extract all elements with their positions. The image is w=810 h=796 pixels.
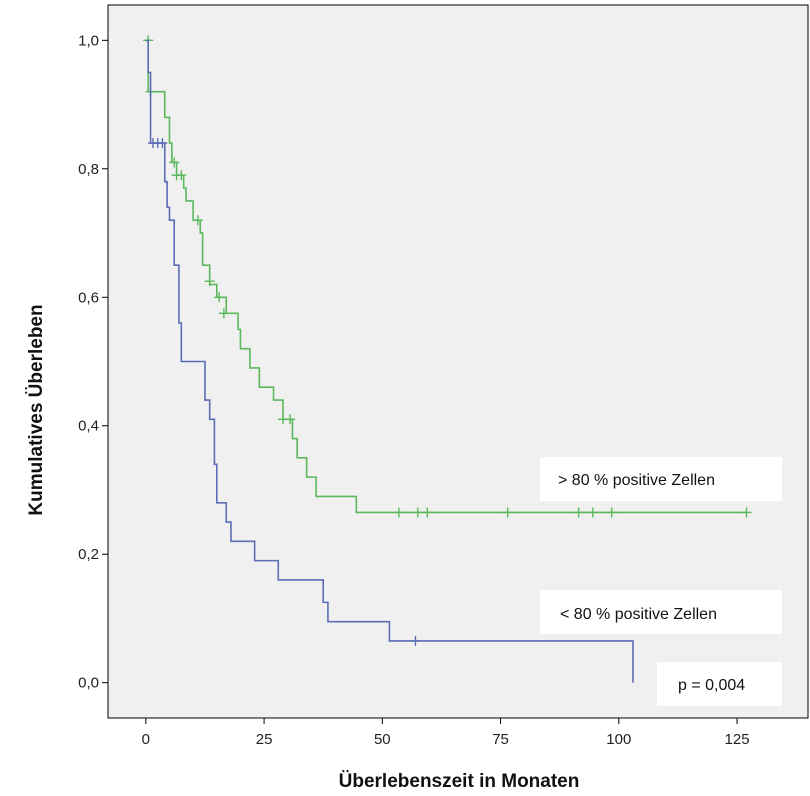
legend-label-high: > 80 % positive Zellen: [558, 472, 715, 489]
legend-label-box-high: [540, 457, 782, 501]
survival-curve-low: [145, 39, 634, 683]
censor-mark: [192, 215, 203, 226]
censor-mark: [573, 507, 584, 518]
y-tick-label: 0,0: [78, 675, 99, 692]
censor-mark: [741, 507, 752, 518]
censor-mark: [412, 507, 423, 518]
x-axis: 0 25 50 75 100 125: [142, 718, 750, 748]
censor-mark: [204, 276, 215, 287]
censor-mark: [214, 292, 225, 303]
y-tick-label: 0,2: [78, 546, 99, 563]
censor-mark: [410, 635, 421, 646]
y-tick-label: 0,4: [78, 418, 99, 435]
y-axis-title: Kumulatives Überleben: [26, 304, 47, 515]
series-high: [143, 35, 752, 518]
series-low: [145, 39, 634, 683]
p-value-box: [657, 662, 782, 706]
censor-mark: [393, 507, 404, 518]
legend-label-box-low: [540, 590, 782, 634]
censor-mark: [285, 414, 296, 425]
censor-mark: [169, 157, 180, 168]
censor-mark: [587, 507, 598, 518]
x-tick-label: 100: [606, 731, 631, 748]
censor-mark: [606, 507, 617, 518]
x-tick-label: 0: [142, 731, 150, 748]
censor-mark: [157, 138, 168, 149]
y-tick-label: 1,0: [78, 32, 99, 49]
y-tick-label: 0,8: [78, 161, 99, 178]
y-tick-label: 0,6: [78, 289, 99, 306]
legend-label-low: < 80 % positive Zellen: [560, 606, 717, 623]
p-value-annotation: p = 0,004: [678, 677, 745, 694]
series-layer: [143, 35, 752, 683]
censor-mark: [502, 507, 513, 518]
x-tick-label: 125: [725, 731, 750, 748]
x-tick-label: 25: [256, 731, 273, 748]
censor-mark: [218, 308, 229, 319]
censor-mark: [422, 507, 433, 518]
censor-mark: [176, 170, 187, 181]
x-tick-label: 50: [374, 731, 391, 748]
x-axis-title: Überlebenszeit in Monaten: [339, 771, 580, 792]
x-tick-label: 75: [492, 731, 509, 748]
y-axis: 0,0 0,2 0,4 0,6 0,8 1,0: [78, 32, 108, 692]
